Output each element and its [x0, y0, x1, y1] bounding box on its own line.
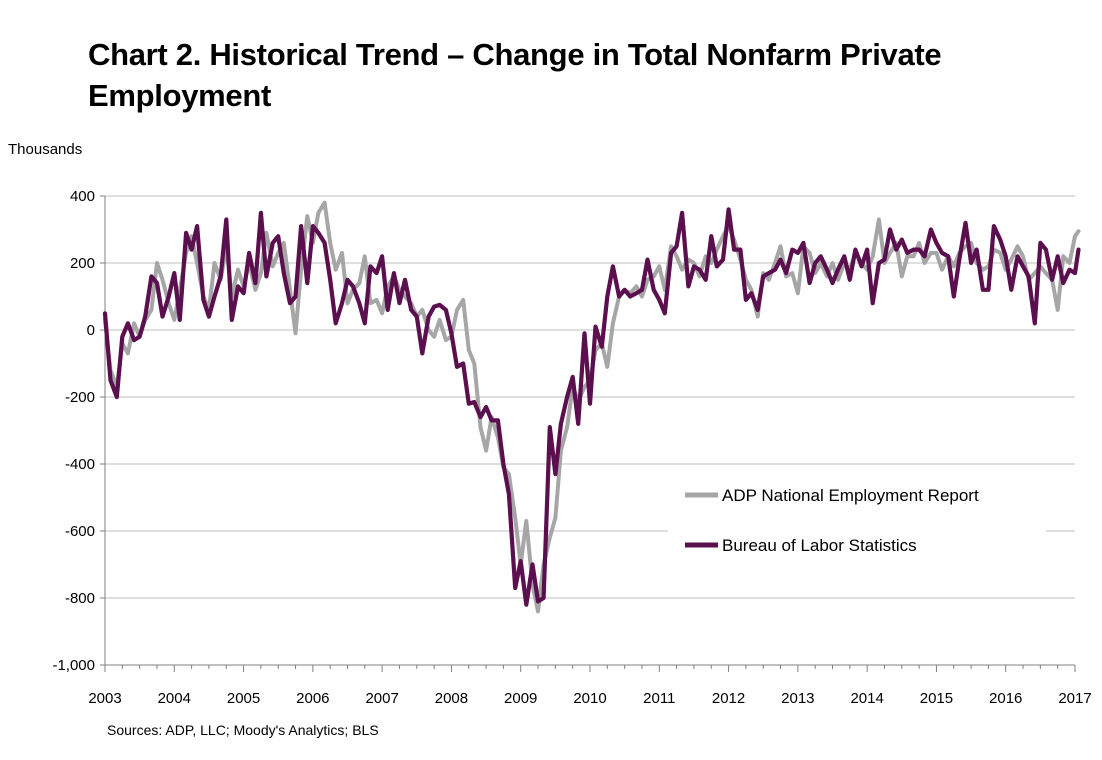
- y-tick-label: -600: [65, 523, 95, 540]
- series-line-bls: [102, 207, 1081, 607]
- x-tick-label: 2015: [920, 690, 953, 707]
- x-tick-label: 2003: [88, 690, 121, 707]
- x-tick-label: 2007: [365, 690, 398, 707]
- y-axis-units-label: Thousands: [8, 141, 83, 158]
- chart-series: [102, 200, 1081, 614]
- y-tick-label: -1,000: [52, 657, 95, 674]
- y-tick-label: 400: [70, 188, 95, 205]
- x-tick-label: 2017: [1058, 690, 1091, 707]
- legend-label-adp: ADP National Employment Report: [722, 486, 979, 505]
- source-note: Sources: ADP, LLC; Moody's Analytics; BL…: [107, 722, 379, 738]
- x-tick-label: 2010: [573, 690, 606, 707]
- y-tick-label: -800: [65, 590, 95, 607]
- y-axis-ticks: 400 200 0 -200 -400 -600 -800 -1,000: [52, 188, 105, 674]
- chart-title: Chart 2. Historical Trend – Change in To…: [88, 37, 942, 113]
- x-axis-ticks: 2003 2004 2005 2006 2007 2008 2009 2010 2011 2012…: [88, 665, 1092, 707]
- x-tick-label: 2005: [227, 690, 260, 707]
- chart-legend: ADP National Employment Report Bureau of …: [668, 470, 1046, 565]
- x-tick-label: 2008: [435, 690, 468, 707]
- x-tick-label: 2012: [712, 690, 745, 707]
- x-tick-label: 2013: [781, 690, 814, 707]
- legend-label-bls: Bureau of Labor Statistics: [722, 536, 917, 555]
- x-tick-label: 2006: [296, 690, 329, 707]
- x-tick-label: 2016: [989, 690, 1022, 707]
- x-tick-label: 2004: [158, 690, 191, 707]
- y-tick-label: 0: [87, 322, 95, 339]
- y-tick-label: 200: [70, 255, 95, 272]
- x-tick-label: 2009: [504, 690, 537, 707]
- x-tick-label: 2014: [850, 690, 883, 707]
- y-tick-label: -200: [65, 389, 95, 406]
- x-tick-label: 2011: [643, 690, 675, 707]
- y-tick-label: -400: [65, 456, 95, 473]
- legend-box: [668, 470, 1046, 565]
